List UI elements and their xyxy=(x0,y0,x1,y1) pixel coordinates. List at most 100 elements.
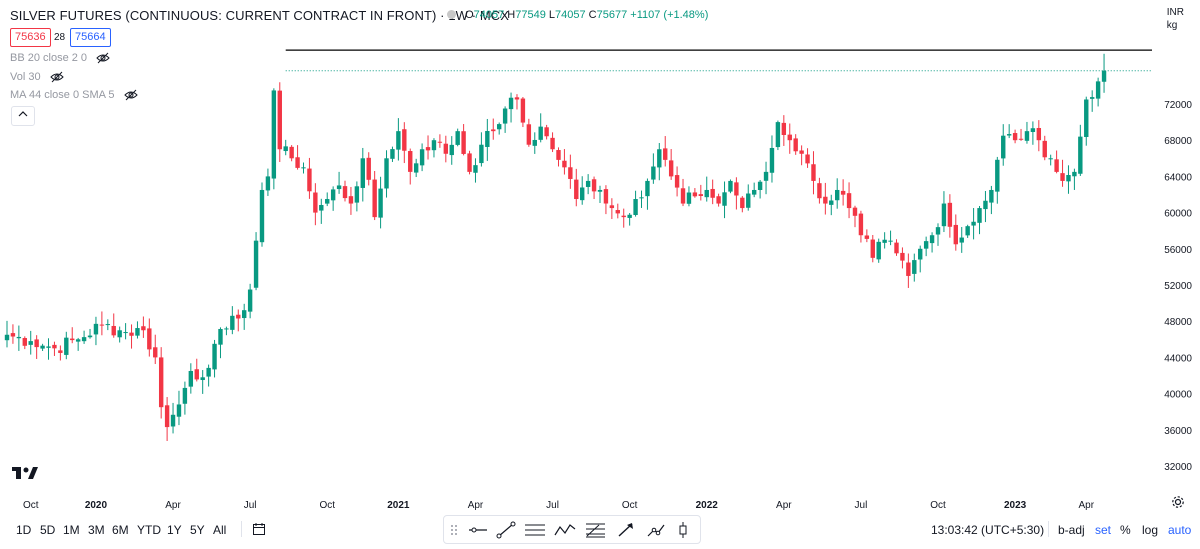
candle-body xyxy=(277,90,282,150)
candle-body xyxy=(989,189,994,203)
currency-unit[interactable]: INR kg xyxy=(1167,6,1184,32)
x-tick-label: Apr xyxy=(165,500,181,511)
candle-body xyxy=(894,242,899,254)
trend-line-icon[interactable] xyxy=(496,521,516,539)
bid-price[interactable]: 75636 xyxy=(10,28,51,47)
candle-body xyxy=(657,149,662,168)
range-1m[interactable]: 1M xyxy=(63,523,80,537)
range-3m[interactable]: 3M xyxy=(88,523,105,537)
option-log[interactable]: log xyxy=(1142,523,1159,537)
candle-body xyxy=(746,193,751,208)
y-tick-label: 52000 xyxy=(1164,281,1192,292)
candle-body xyxy=(704,189,709,198)
option-b-adj[interactable]: b-adj xyxy=(1058,523,1085,537)
candle-body xyxy=(817,183,822,199)
candle-body xyxy=(313,192,318,213)
ask-price[interactable]: 75664 xyxy=(70,28,111,47)
candle-body xyxy=(1036,127,1042,141)
indicator-vol[interactable]: Vol 30 xyxy=(10,71,64,83)
candle-body xyxy=(141,326,146,331)
range-1y[interactable]: 1Y xyxy=(167,523,182,537)
option-auto[interactable]: auto xyxy=(1168,523,1192,537)
candle-body xyxy=(360,158,365,188)
candle-body xyxy=(22,338,27,346)
settings-gear-icon[interactable] xyxy=(1171,495,1185,509)
candle-body xyxy=(330,189,336,201)
candle-body xyxy=(176,404,182,417)
candle-body xyxy=(301,167,306,169)
candle-body xyxy=(953,224,958,245)
x-tick-label: 2022 xyxy=(696,500,719,511)
candle-body xyxy=(1024,131,1030,141)
candle-body xyxy=(372,179,377,218)
option-set[interactable]: set xyxy=(1095,523,1112,537)
indicator-vol-label: Vol 30 xyxy=(10,71,41,83)
candle-body xyxy=(829,200,834,205)
long-position-icon[interactable] xyxy=(678,521,688,539)
indicator-bb[interactable]: BB 20 close 2 0 xyxy=(10,52,110,64)
eye-icon[interactable] xyxy=(447,10,456,19)
candle-body xyxy=(1084,99,1089,138)
candle-body xyxy=(247,289,253,312)
range-6m[interactable]: 6M xyxy=(112,523,129,537)
range-5y[interactable]: 5Y xyxy=(190,523,205,537)
candle-body xyxy=(918,248,923,260)
x-tick-label: Oct xyxy=(319,500,335,511)
candle-body xyxy=(99,324,105,326)
parallel-channel-icon[interactable] xyxy=(524,521,546,539)
x-tick-label: Jul xyxy=(244,500,257,511)
candle-body xyxy=(52,344,57,349)
candle-body xyxy=(514,97,520,100)
candle-body xyxy=(105,324,111,326)
x-tick-label: 2021 xyxy=(387,500,410,511)
indicator-ma[interactable]: MA 44 close 0 SMA 5 xyxy=(10,89,138,101)
candle-body xyxy=(366,157,371,180)
candle-body xyxy=(1095,81,1101,99)
hidden-eye-icon[interactable] xyxy=(96,52,110,64)
candle-body xyxy=(645,180,650,197)
hidden-eye-icon[interactable] xyxy=(49,71,64,83)
candle-body xyxy=(449,144,454,156)
hidden-eye-icon[interactable] xyxy=(123,89,138,101)
candle-body xyxy=(408,151,413,172)
candle-body xyxy=(123,332,128,334)
y-axis-background xyxy=(1152,0,1200,490)
candle-body xyxy=(935,227,941,235)
collapse-legend-button[interactable] xyxy=(11,106,35,126)
zigzag-icon[interactable] xyxy=(554,521,576,539)
candle-body xyxy=(734,182,739,196)
candle-body xyxy=(864,235,870,239)
candle-body xyxy=(585,180,591,187)
candle-body xyxy=(473,165,478,173)
range-5d[interactable]: 5D xyxy=(40,523,56,537)
indicator-bb-label: BB 20 close 2 0 xyxy=(10,52,88,64)
candle-body xyxy=(1042,140,1047,158)
arrow-marker-icon[interactable] xyxy=(616,521,636,539)
unit-label: kg xyxy=(1166,20,1178,31)
candle-body xyxy=(307,168,312,192)
horizontal-line-icon[interactable] xyxy=(468,521,488,539)
price-range-icon[interactable] xyxy=(646,521,666,539)
option-percent[interactable]: % xyxy=(1120,523,1131,537)
calendar-icon[interactable] xyxy=(252,522,266,536)
candle-body xyxy=(354,186,360,203)
candle-body xyxy=(1060,173,1065,181)
range-ytd[interactable]: YTD xyxy=(137,523,161,537)
candle-body xyxy=(289,146,294,159)
candle-body xyxy=(194,369,199,380)
clock[interactable]: 13:03:42 (UTC+5:30) xyxy=(931,523,1045,537)
candle-body xyxy=(164,405,170,428)
candle-body xyxy=(402,129,407,151)
candle-body xyxy=(568,167,573,179)
ohlc-low: 74057 xyxy=(555,9,586,21)
drag-handle-icon[interactable] xyxy=(450,521,458,539)
candle-body xyxy=(550,137,555,150)
fib-retracement-icon[interactable] xyxy=(584,521,606,539)
candle-body xyxy=(728,180,733,192)
range-all[interactable]: All xyxy=(213,523,227,537)
range-1d[interactable]: 1D xyxy=(16,523,32,537)
candle-body xyxy=(253,240,259,288)
candle-body xyxy=(556,150,561,160)
y-tick-label: 68000 xyxy=(1164,136,1192,147)
